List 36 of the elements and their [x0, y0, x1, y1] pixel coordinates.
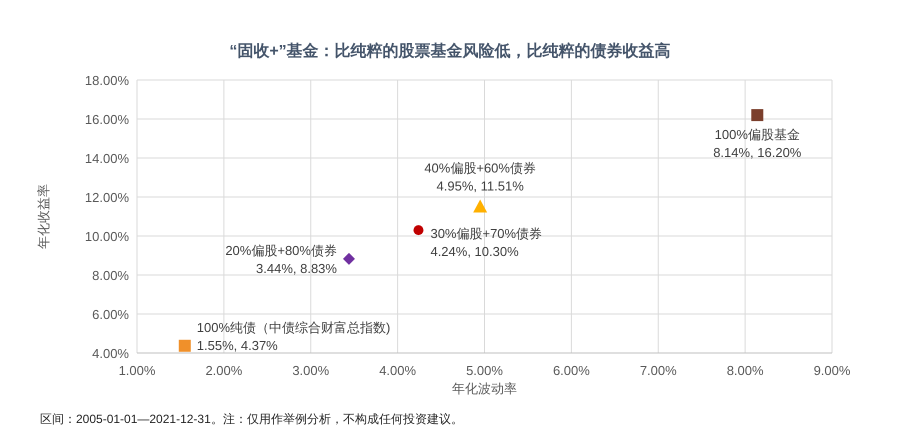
series-label: 100%偏股基金: [714, 127, 800, 142]
x-axis-title: 年化波动率: [452, 381, 517, 396]
y-tick-label: 18.00%: [84, 73, 130, 88]
y-axis-title: 年化收益率: [36, 184, 51, 249]
x-tick-label: 9.00%: [814, 363, 851, 378]
point: [751, 109, 764, 122]
y-tick-label: 14.00%: [84, 151, 130, 166]
series-label: 100%纯债（中债综合财富总指数): [196, 320, 390, 335]
chart-title: “固收+”基金：比纯粹的股票基金风险低，比纯粹的债券收益高: [229, 41, 671, 60]
x-tick-label: 8.00%: [726, 363, 764, 378]
x-tick-label: 6.00%: [552, 363, 590, 378]
point: [473, 200, 488, 213]
y-tick-label: 16.00%: [84, 112, 130, 127]
y-tick-label: 8.00%: [92, 268, 130, 283]
data-label: 3.44%, 8.83%: [256, 260, 338, 276]
point: [342, 252, 355, 265]
x-tick-label: 2.00%: [205, 363, 243, 378]
data-label: 1.55%, 4.37%: [196, 338, 278, 353]
y-tick-label: 10.00%: [84, 229, 130, 244]
point: [178, 340, 191, 352]
x-tick-label: 3.00%: [292, 363, 330, 378]
x-tick-label: 5.00%: [466, 363, 504, 378]
point: [413, 225, 424, 236]
x-tick-label: 4.00%: [379, 363, 416, 378]
series-label: 20%偏股+80%债券: [225, 242, 337, 258]
x-tick-label: 7.00%: [640, 363, 678, 378]
data-label: 8.14%, 16.20%: [713, 145, 802, 160]
y-tick-label: 12.00%: [84, 190, 130, 205]
y-tick-label: 6.00%: [92, 307, 130, 322]
series-label: 30%偏股+70%债券: [430, 226, 542, 242]
data-label: 4.95%, 11.51%: [436, 178, 524, 194]
data-label: 4.24%, 10.30%: [430, 244, 520, 260]
text: 40%偏股+60%债券: [424, 160, 536, 176]
x-tick-label: 1.00%: [118, 363, 156, 378]
y-tick-label: 4.00%: [92, 346, 130, 361]
text: 区间：2005-01-01—2021-12-31。注：仅用作举例分析，不构成任何投资建议。: [40, 412, 463, 426]
